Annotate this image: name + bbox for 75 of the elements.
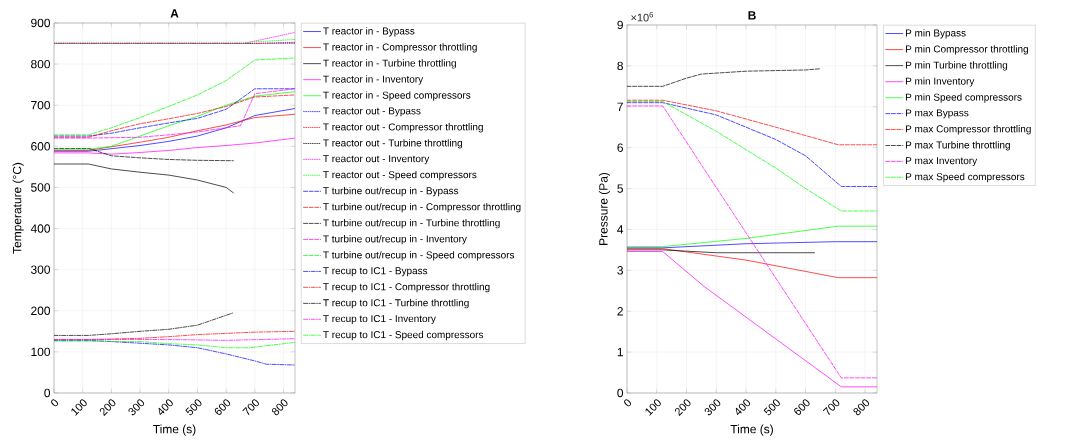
legend-label: T recup to IC1 - Turbine throttling <box>323 299 469 309</box>
x-tick-label: 0 <box>51 399 59 407</box>
legend-label: T reactor out - Bypass <box>323 107 421 117</box>
legend-label: T reactor in - Turbine throttling <box>323 59 456 69</box>
legend-label: P max Compressor throttling <box>905 125 1031 135</box>
y-tick-label: 300 <box>31 265 51 274</box>
legend-label: P min Bypass <box>905 29 966 39</box>
legend-label: P min Speed compressors <box>905 93 1022 103</box>
x-tick-label: 700 <box>822 399 840 415</box>
x-tick-label: 400 <box>735 399 751 415</box>
y-tick-label: 3 <box>617 266 623 275</box>
x-tick-label: 400 <box>158 399 173 415</box>
y-tick-label: 200 <box>31 306 51 315</box>
legend-label: P min Compressor throttling <box>905 45 1028 55</box>
chart-title: B <box>748 11 756 20</box>
y-tick-label: 700 <box>31 100 51 110</box>
legend-label: T reactor in - Bypass <box>323 27 415 37</box>
y-tick-label: 4 <box>617 225 624 234</box>
legend-label: T turbine out/recup in - Turbine throttling <box>323 219 500 229</box>
y-tick-label: 5 <box>617 184 623 193</box>
legend-label: T reactor out - Compressor throttling <box>323 123 483 133</box>
text: ×10$^{6}$ <box>631 12 654 22</box>
legend-label: T turbine out/recup in - Inventory <box>323 235 467 245</box>
legend-label: T recup to IC1 - Inventory <box>323 315 436 325</box>
x-tick-label: 100 <box>645 399 661 416</box>
x-tick-label: 800 <box>853 399 870 416</box>
x-tick-label: 500 <box>185 399 202 416</box>
y-tick-label: 7 <box>617 102 623 111</box>
x-axis-title: Time (s) <box>153 424 196 436</box>
y-tick-label: 400 <box>30 224 51 233</box>
y-tick-label: 1 <box>617 347 623 357</box>
y-tick-label: 9 <box>617 20 623 30</box>
y-tick-label: 100 <box>31 347 51 357</box>
y-tick-label: 900 <box>31 18 51 28</box>
y-tick-label: 0 <box>617 388 624 398</box>
y-tick-label: 2 <box>617 307 623 316</box>
legend-label: T recup to IC1 - Speed compressors <box>323 330 484 341</box>
y-tick-label: 600 <box>31 142 51 151</box>
legend-label: P max Inventory <box>905 157 978 167</box>
x-tick-label: 100 <box>71 399 87 416</box>
y-axis-title: Temperature (°C) <box>12 162 24 254</box>
legend-label: T reactor in - Compressor throttling <box>323 43 477 53</box>
x-tick-label: 500 <box>763 399 780 416</box>
legend-label: T reactor in - Inventory <box>323 75 424 85</box>
x-tick-label: 600 <box>794 399 810 415</box>
x-tick-label: 300 <box>704 399 721 416</box>
y-tick-label: 8 <box>617 61 623 71</box>
legend-label: P min Inventory <box>905 77 975 87</box>
legend-label: T recup to IC1 - Compressor throttling <box>323 282 490 293</box>
x-tick-label: 200 <box>674 399 691 416</box>
legend-label: T turbine out/recup in - Bypass <box>323 186 459 197</box>
legend-label: T turbine out/recup in - Speed compressors <box>323 251 515 261</box>
chart-title: A <box>170 9 179 18</box>
legend-label: P max Turbine throttling <box>905 141 1010 151</box>
y-axis-title: Pressure (Pa) <box>598 172 610 245</box>
x-tick-label: 700 <box>242 399 259 415</box>
x-tick-label: 800 <box>271 399 288 416</box>
x-tick-label: 200 <box>99 399 116 416</box>
y-tick-label: 6 <box>617 143 623 152</box>
x-tick-label: 0 <box>624 399 632 407</box>
legend-label: T reactor out - Speed compressors <box>323 170 477 181</box>
legend-label: P max Bypass <box>905 109 969 119</box>
x-tick-label: 300 <box>128 399 145 416</box>
y-tick-label: 500 <box>31 183 51 192</box>
legend-label: T recup to IC1 - Bypass <box>323 267 428 277</box>
legend-label: T reactor out - Inventory <box>323 155 430 165</box>
legend-label: P min Turbine throttling <box>905 61 1008 71</box>
legend-label: T reactor in - Speed compressors <box>323 91 471 101</box>
legend-label: T turbine out/recup in - Compressor throttling <box>323 202 521 213</box>
y-tick-label: 800 <box>31 59 51 69</box>
x-tick-label: 600 <box>214 399 231 415</box>
y-tick-label: 0 <box>44 388 51 398</box>
x-axis-title: Time (s) <box>730 424 773 436</box>
legend-label: P max Speed compressors <box>905 172 1025 183</box>
legend-label: T reactor out - Turbine throttling <box>323 139 462 149</box>
